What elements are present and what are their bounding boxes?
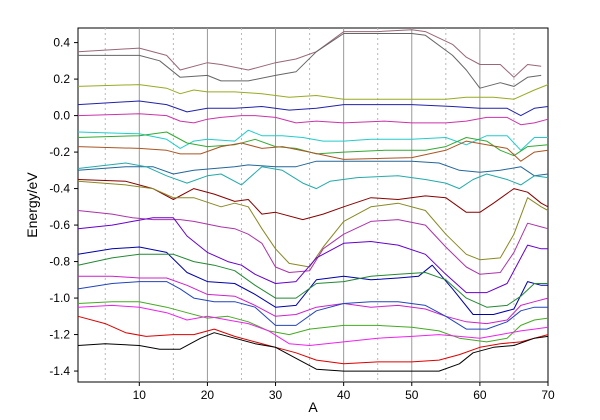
series-line-22: [77, 332, 549, 372]
axis-ticks: 10 20 30 40 50 60 70 0.4 0.2 0.0 -0.2 -0.4 -0.6 -0.8 -…: [49, 36, 555, 402]
series-line-6: [77, 129, 548, 151]
x-tick-label: 40: [337, 388, 351, 402]
series-line-17: [78, 275, 549, 325]
x-tick-label: 20: [201, 388, 215, 402]
grid: [104, 28, 515, 382]
series-line-19: [77, 301, 549, 343]
series-line-1: [77, 29, 542, 78]
y-tick-label: -1.2: [49, 328, 70, 342]
x-tick-label: 60: [473, 388, 487, 402]
y-tick-label: -0.4: [49, 182, 70, 196]
series-line-13: [77, 210, 549, 275]
y-tick-label: 0.0: [53, 109, 70, 123]
y-axis-title: Energy/eV: [24, 172, 40, 238]
y-tick-label: -0.8: [49, 255, 70, 269]
series-line-7: [77, 131, 549, 157]
x-tick-label: 30: [269, 388, 283, 402]
x-tick-label: 10: [133, 388, 147, 402]
y-tick-label: 0.4: [53, 36, 70, 50]
series-line-4: [77, 100, 549, 117]
series-line-16: [77, 253, 548, 308]
series-line-15: [77, 246, 548, 315]
series-line-2: [78, 33, 542, 89]
series-line-14: [77, 217, 548, 294]
series-line-3: [77, 84, 549, 100]
series-line-20: [77, 304, 549, 346]
x-axis-title: A: [308, 399, 318, 415]
y-tick-label: -1.4: [49, 364, 70, 378]
x-tick-label: 50: [405, 388, 419, 402]
series-line-12: [77, 180, 549, 268]
series-line-18: [77, 281, 548, 330]
y-tick-label: -1.0: [49, 291, 70, 305]
series-line-9: [77, 160, 549, 177]
y-tick-label: 0.2: [53, 72, 70, 86]
x-tick-label: 70: [541, 388, 555, 402]
series-line-10: [77, 162, 549, 190]
y-tick-label: -0.2: [49, 145, 70, 159]
series-line-5: [77, 113, 549, 126]
y-tick-label: -0.6: [49, 218, 70, 232]
series-line-8: [77, 140, 549, 162]
series-line-21: [77, 315, 549, 365]
series-line-11: [77, 179, 549, 221]
series-lines: [77, 29, 549, 372]
